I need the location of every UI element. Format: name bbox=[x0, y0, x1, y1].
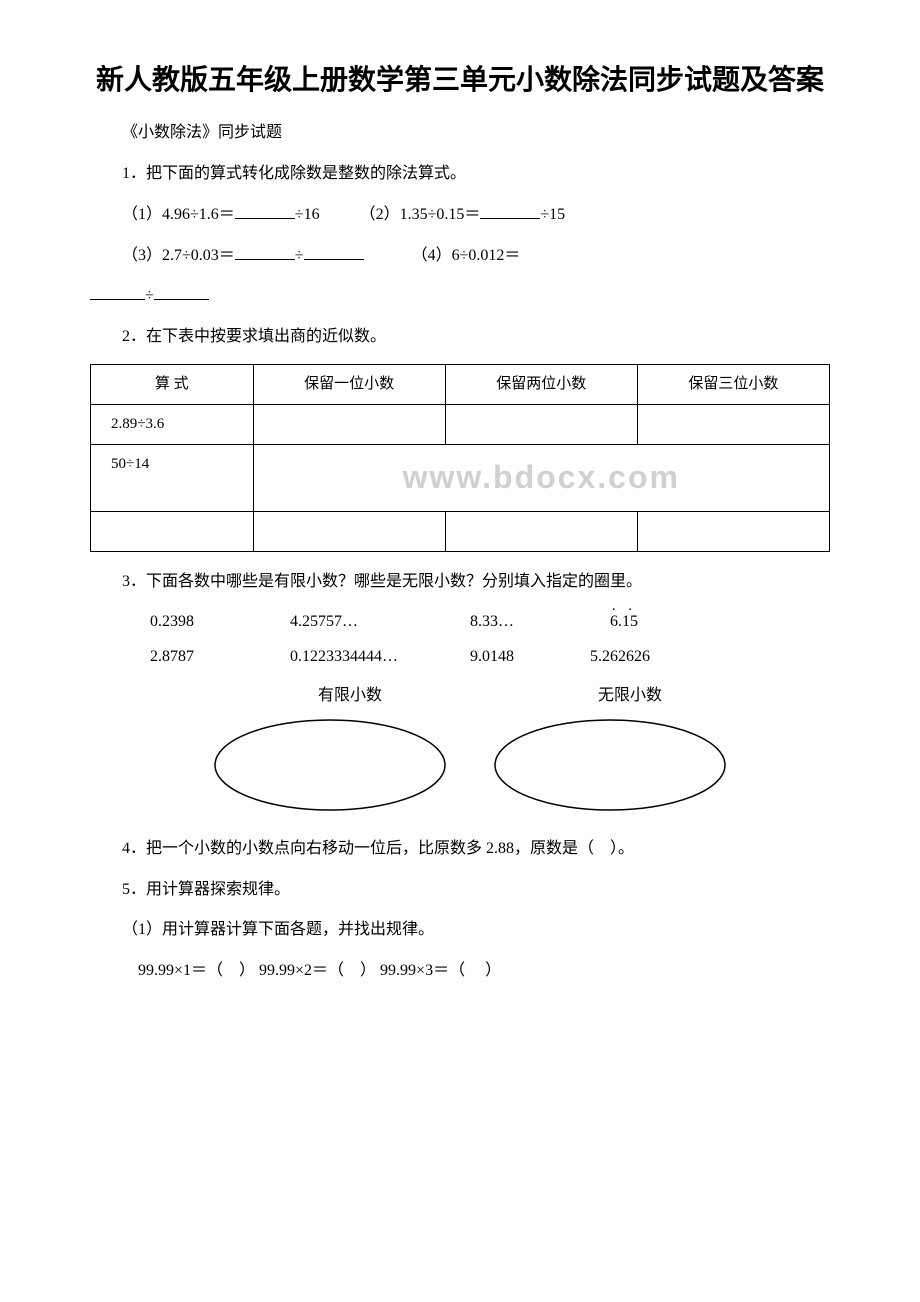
table-cell bbox=[445, 404, 637, 444]
num-item: 6.15 bbox=[610, 608, 638, 637]
num-row-1: 0.2398 4.25757… 8.33… 6.15 bbox=[150, 608, 830, 637]
blank bbox=[90, 284, 145, 300]
oval-left bbox=[210, 715, 450, 815]
label-finite: 有限小数 bbox=[230, 682, 470, 711]
table-row: 算 式 保留一位小数 保留两位小数 保留三位小数 bbox=[91, 364, 830, 404]
table-cell: 2.89÷3.6 bbox=[91, 404, 254, 444]
q1-line1: （1）4.96÷1.6＝ ÷16 （2）1.35÷0.15＝ ÷15 bbox=[90, 201, 830, 230]
q3-figure: 0.2398 4.25757… 8.33… 6.15 2.8787 0.1223… bbox=[150, 608, 830, 814]
num-item: 0.2398 bbox=[150, 608, 230, 637]
page-title: 新人教版五年级上册数学第三单元小数除法同步试题及答案 bbox=[90, 60, 830, 99]
table-cell: 50÷14 bbox=[91, 444, 254, 511]
num-item: 2.8787 bbox=[150, 643, 230, 672]
q1-prompt: 1．把下面的算式转化成除数是整数的除法算式。 bbox=[90, 160, 830, 189]
table-cell bbox=[253, 404, 445, 444]
table-row: 2.89÷3.6 bbox=[91, 404, 830, 444]
row2-label: 50÷14 bbox=[111, 456, 149, 472]
table-row bbox=[91, 511, 830, 551]
q1-line3: ÷ bbox=[90, 282, 830, 311]
recurring-decimal: 6.15 bbox=[610, 608, 638, 637]
watermark-text: www.bdocx.com bbox=[403, 459, 680, 495]
table-header: 保留三位小数 bbox=[637, 364, 829, 404]
table-cell bbox=[253, 511, 445, 551]
blank bbox=[235, 203, 295, 219]
q1d-text: （4）6÷0.012＝ bbox=[412, 247, 521, 264]
q5-eq: 99.99×1＝（ ） 99.99×2＝（ ） 99.99×3＝（ ） bbox=[90, 957, 830, 986]
q1d-mid: ÷ bbox=[145, 287, 154, 304]
blank bbox=[480, 203, 540, 219]
table-cell-watermark: www.bdocx.com bbox=[253, 444, 829, 511]
q2-table: 算 式 保留一位小数 保留两位小数 保留三位小数 2.89÷3.6 50÷14 … bbox=[90, 364, 830, 552]
num-item: 8.33… bbox=[470, 608, 550, 637]
q1c-text: （3）2.7÷0.03＝ bbox=[122, 247, 235, 264]
q3-prompt: 3．下面各数中哪些是有限小数？哪些是无限小数？分别填入指定的圈里。 bbox=[90, 568, 830, 597]
num-item: 4.25757… bbox=[290, 608, 410, 637]
table-cell bbox=[91, 511, 254, 551]
num-item: 9.0148 bbox=[470, 643, 550, 672]
table-row: 50÷14 www.bdocx.com bbox=[91, 444, 830, 511]
table-cell bbox=[637, 404, 829, 444]
q4-prompt: 4．把一个小数的小数点向右移动一位后，比原数多 2.88，原数是（ ）。 bbox=[90, 835, 830, 864]
q1b-suffix: ÷15 bbox=[540, 206, 565, 223]
blank bbox=[235, 244, 295, 260]
table-header: 保留一位小数 bbox=[253, 364, 445, 404]
label-infinite: 无限小数 bbox=[510, 682, 750, 711]
q2-prompt: 2．在下表中按要求填出商的近似数。 bbox=[90, 323, 830, 352]
q5-sub1: （1）用计算器计算下面各题，并找出规律。 bbox=[90, 916, 830, 945]
oval-labels: 有限小数 无限小数 bbox=[150, 682, 830, 711]
table-cell bbox=[637, 511, 829, 551]
q1b-text: （2）1.35÷0.15＝ bbox=[360, 206, 481, 223]
num-item: 5.262626 bbox=[590, 643, 650, 672]
table-cell bbox=[445, 511, 637, 551]
blank bbox=[154, 284, 209, 300]
ovals bbox=[210, 715, 830, 815]
oval-right bbox=[490, 715, 730, 815]
q1a-suffix: ÷16 bbox=[295, 206, 320, 223]
q5-prompt: 5．用计算器探索规律。 bbox=[90, 876, 830, 905]
q1a-text: （1）4.96÷1.6＝ bbox=[122, 206, 235, 223]
num-row-2: 2.8787 0.1223334444… 9.0148 5.262626 bbox=[150, 643, 830, 672]
table-header: 算 式 bbox=[91, 364, 254, 404]
q1c-mid: ÷ bbox=[295, 247, 304, 264]
subtitle: 《小数除法》同步试题 bbox=[90, 119, 830, 148]
blank bbox=[304, 244, 364, 260]
table-header: 保留两位小数 bbox=[445, 364, 637, 404]
num-item: 0.1223334444… bbox=[290, 643, 430, 672]
q1-line2: （3）2.7÷0.03＝ ÷ （4）6÷0.012＝ bbox=[90, 242, 830, 271]
